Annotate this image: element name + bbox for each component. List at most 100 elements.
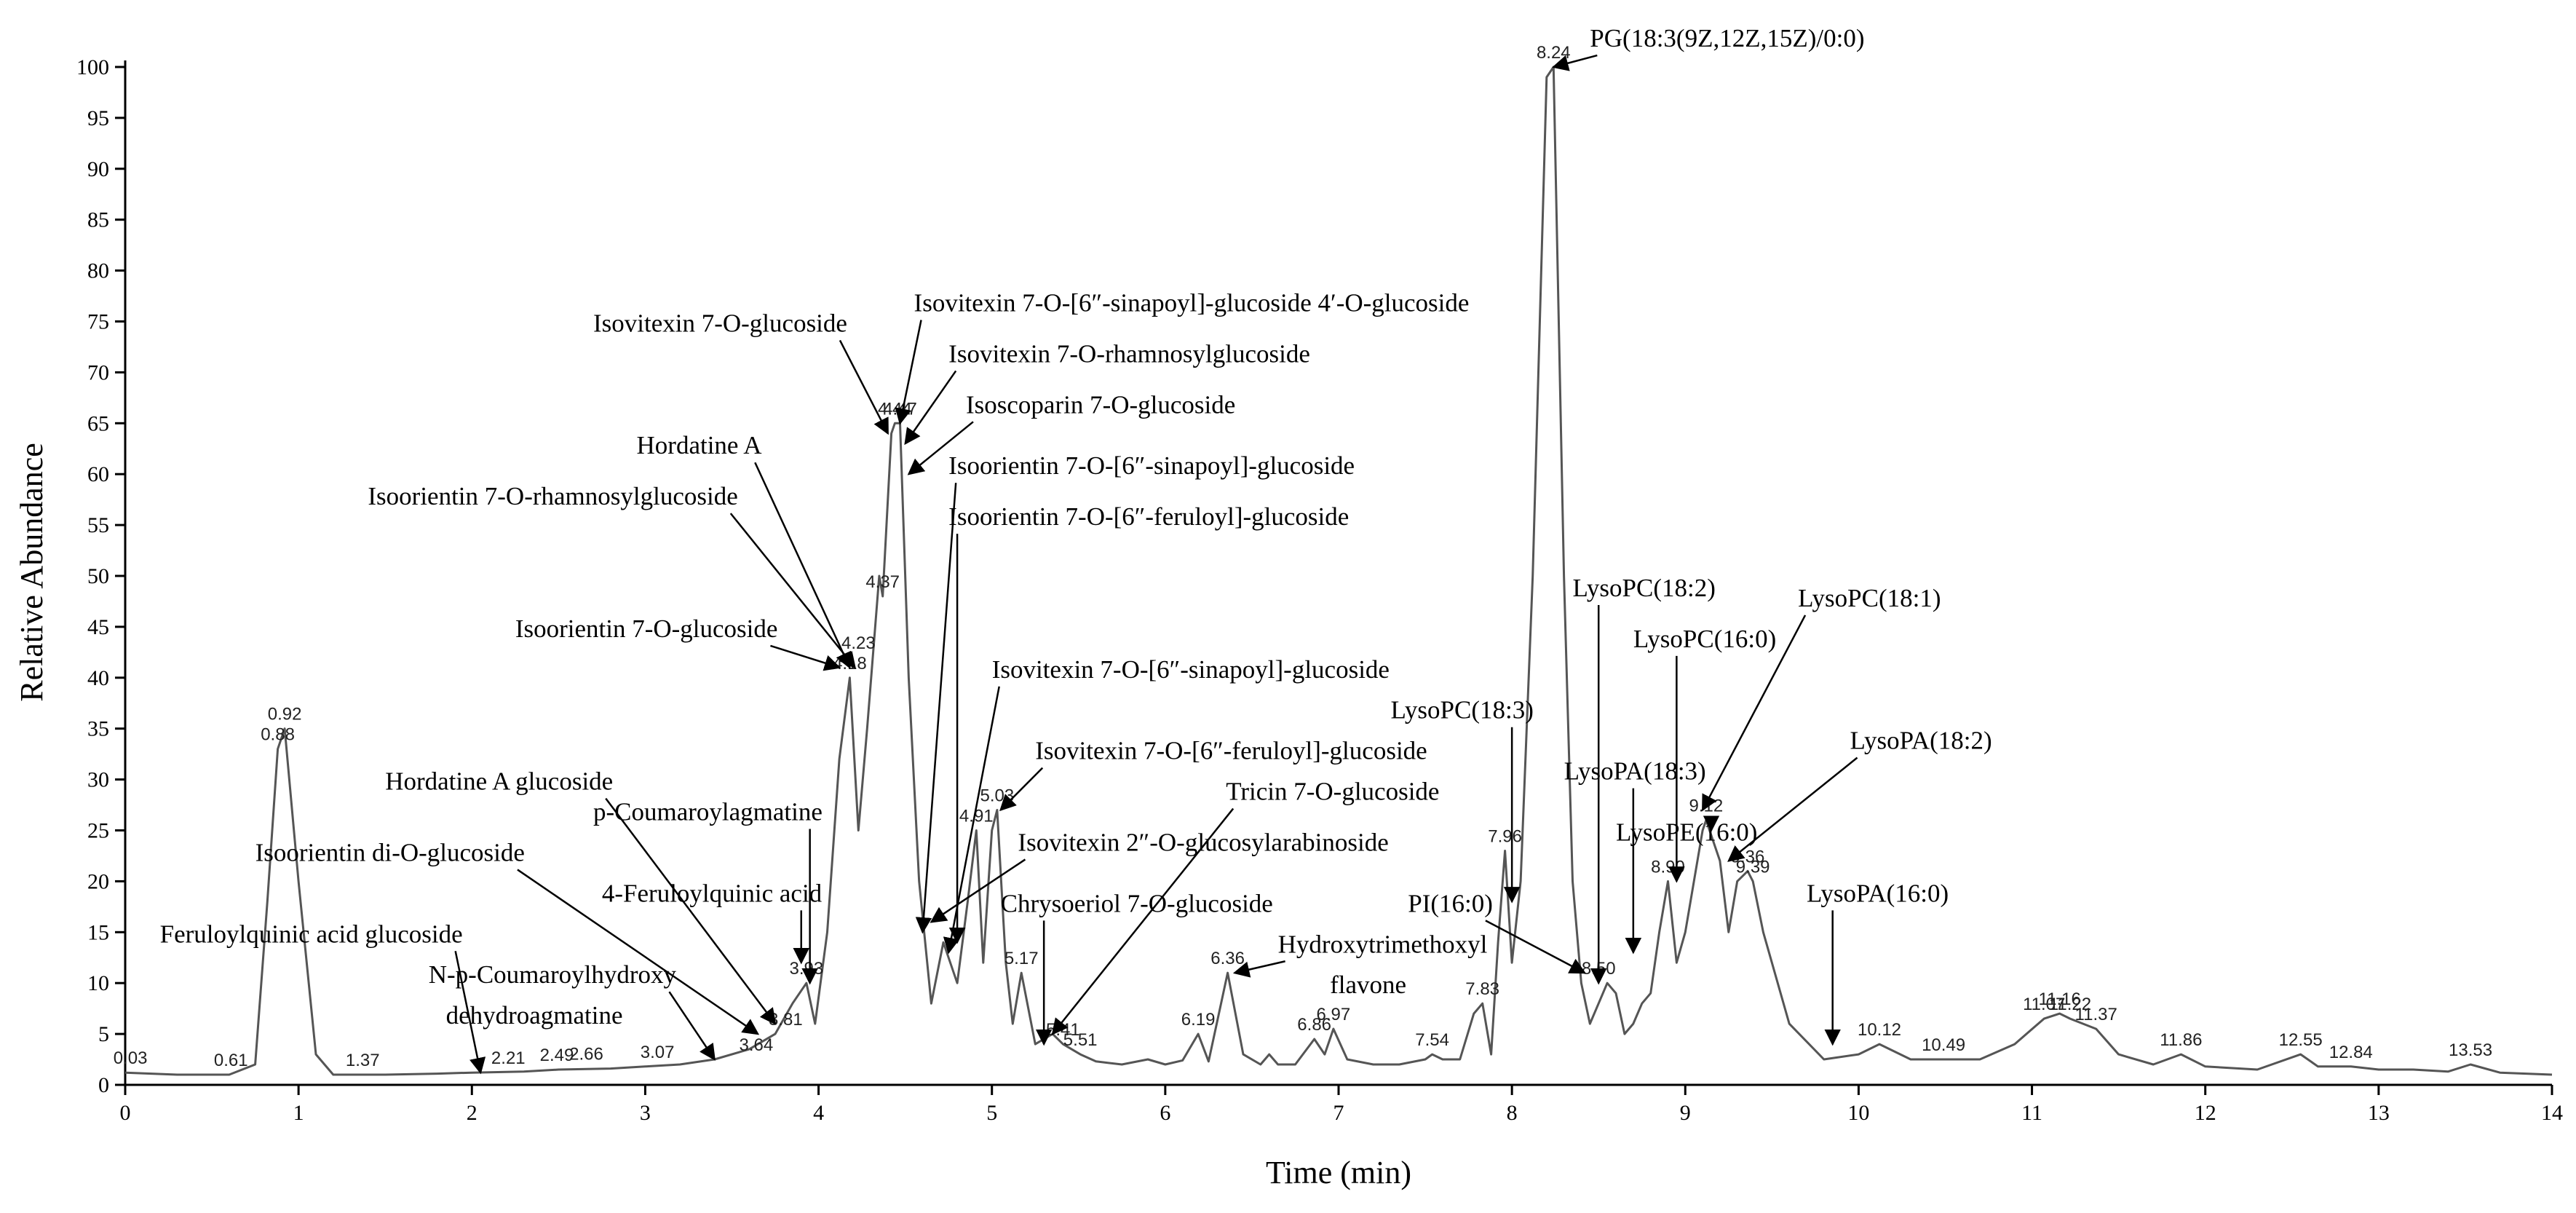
x-tick-label: 5 bbox=[986, 1101, 997, 1125]
annotation-arrow bbox=[839, 339, 889, 435]
annotation-arrow bbox=[999, 767, 1044, 812]
compound-annotation: Feruloylquinic acid glucoside bbox=[160, 920, 463, 948]
compound-annotation: LysoPC(18:1) bbox=[1798, 584, 1941, 612]
peak-label: 9.39 bbox=[1736, 857, 1770, 877]
peak-label: 8.90 bbox=[1651, 857, 1685, 877]
y-ticks: 0 5 10 15 20 25 30 35 40 45 50 55 60 65 70 75 80 85 90 95 10… bbox=[76, 55, 125, 1097]
y-tick-label: 25 bbox=[87, 819, 109, 843]
x-tick-label: 0 bbox=[120, 1101, 131, 1125]
annotation-arrow bbox=[895, 320, 922, 425]
y-tick-label: 55 bbox=[87, 513, 109, 537]
x-tick-label: 10 bbox=[1847, 1101, 1869, 1125]
compound-annotation: Isoorientin di-O-glucoside bbox=[255, 838, 525, 866]
compound-annotation: Hordatine A bbox=[637, 431, 763, 459]
peak-label: 7.54 bbox=[1415, 1030, 1449, 1050]
annotation-arrow bbox=[907, 421, 974, 475]
x-tick-label: 4 bbox=[813, 1101, 824, 1125]
x-tick-label: 12 bbox=[2195, 1101, 2216, 1125]
annotation-arrow bbox=[1485, 920, 1587, 974]
compound-annotation: LysoPE(16:0) bbox=[1616, 818, 1757, 846]
y-tick-label: 15 bbox=[87, 920, 109, 944]
peak-label: 10.12 bbox=[1858, 1020, 1901, 1040]
compound-annotation: Hordatine A glucoside bbox=[385, 767, 613, 796]
y-tick-label: 70 bbox=[87, 360, 109, 384]
y-tick-label: 75 bbox=[87, 310, 109, 334]
peak-label: 11.86 bbox=[2160, 1030, 2202, 1050]
compound-annotation: LysoPA(16:0) bbox=[1807, 879, 1949, 907]
peak-label: 7.83 bbox=[1465, 979, 1499, 999]
x-axis-label: Time (min) bbox=[1266, 1155, 1411, 1190]
y-tick-label: 5 bbox=[98, 1022, 109, 1046]
compound-annotation: dehydroagmatine bbox=[446, 1001, 623, 1030]
peak-label: 1.37 bbox=[346, 1051, 380, 1070]
compound-annotation: 4-Feruloylquinic acid bbox=[602, 879, 823, 907]
peak-label: 6.36 bbox=[1210, 949, 1245, 968]
compound-annotation: PG(18:3(9Z,12Z,15Z)/0:0) bbox=[1590, 24, 1864, 52]
compound-annotation: p-Coumaroylagmatine bbox=[593, 798, 823, 826]
peak-label: 4.47 bbox=[883, 399, 917, 419]
compound-annotation: Isovitexin 7-O-[6″-sinapoyl]-glucoside bbox=[992, 655, 1390, 684]
x-tick-label: 8 bbox=[1507, 1101, 1518, 1125]
compound-annotation: Chrysoeriol 7-O-glucoside bbox=[1001, 889, 1273, 917]
peak-label: 4.37 bbox=[865, 572, 900, 592]
peak-label: 0.92 bbox=[268, 705, 302, 724]
peak-label: 10.49 bbox=[1922, 1035, 1965, 1055]
y-tick-label: 60 bbox=[87, 462, 109, 486]
y-tick-label: 10 bbox=[87, 971, 109, 995]
y-tick-label: 65 bbox=[87, 411, 109, 435]
compound-annotation: Hydroxytrimethoxyl bbox=[1278, 930, 1488, 958]
peak-label: 3.81 bbox=[769, 1010, 803, 1030]
peak-label: 11.16 bbox=[2039, 989, 2081, 1009]
compound-annotation: Tricin 7-O-glucoside bbox=[1226, 778, 1439, 806]
x-tick-label: 13 bbox=[2368, 1101, 2390, 1125]
peak-label: 11.37 bbox=[2075, 1005, 2117, 1024]
annotation-arrow bbox=[454, 951, 486, 1075]
chromatogram-line bbox=[124, 66, 2553, 1076]
peak-label: 2.66 bbox=[569, 1045, 603, 1064]
annotation-arrow bbox=[915, 483, 957, 934]
compound-annotation: Isoscoparin 7-O-glucoside bbox=[966, 390, 1235, 419]
x-tick-label: 6 bbox=[1160, 1101, 1170, 1125]
annotation-arrow bbox=[1727, 756, 1858, 862]
annotation-arrow bbox=[1552, 54, 1598, 71]
compound-annotation: LysoPA(18:2) bbox=[1850, 727, 1992, 755]
x-ticks: 0 1 2 3 4 5 6 7 8 9 10 11 12 13 14 bbox=[120, 1085, 2563, 1125]
peak-label: 4.23 bbox=[841, 633, 876, 653]
compound-annotation: Isovitexin 7-O-glucoside bbox=[593, 309, 847, 337]
annotation-arrow bbox=[770, 644, 841, 671]
annotations: PG(18:3(9Z,12Z,15Z)/0:0) Isovitexin 7-O-[… bbox=[160, 24, 1992, 1075]
annotation-arrow bbox=[668, 991, 716, 1061]
peak-labels: 0.03 0.61 0.880.92 1.37 2.21 2.492.66 3.07 3.64… bbox=[114, 43, 2492, 1070]
peak-label: 4.18 bbox=[833, 654, 867, 673]
annotation-arrow bbox=[754, 462, 852, 669]
compound-annotation: flavone bbox=[1330, 971, 1406, 999]
x-tick-label: 11 bbox=[2021, 1101, 2042, 1125]
peak-label: 2.49 bbox=[540, 1046, 574, 1065]
peak-label: 5.17 bbox=[1004, 949, 1039, 968]
compound-annotation: Isoorientin 7-O-[6″-sinapoyl]-glucoside bbox=[948, 451, 1355, 480]
y-tick-label: 30 bbox=[87, 768, 109, 792]
peak-label: 3.64 bbox=[739, 1035, 773, 1055]
x-tick-label: 14 bbox=[2541, 1101, 2563, 1125]
annotation-arrow bbox=[729, 513, 856, 669]
peak-label: 12.84 bbox=[2329, 1043, 2373, 1062]
compound-annotation: PI(16:0) bbox=[1408, 889, 1493, 917]
compound-annotation: LysoPC(16:0) bbox=[1633, 625, 1776, 653]
x-tick-label: 7 bbox=[1333, 1101, 1344, 1125]
y-tick-label: 80 bbox=[87, 259, 109, 283]
peak-label: 6.19 bbox=[1181, 1010, 1216, 1030]
y-axis-label: Relative Abundance bbox=[14, 443, 49, 702]
compound-annotation: N-p-Coumaroylhydroxy bbox=[429, 960, 677, 989]
y-tick-label: 85 bbox=[87, 208, 109, 232]
y-tick-label: 45 bbox=[87, 615, 109, 639]
y-tick-label: 35 bbox=[87, 717, 109, 741]
peak-label: 5.51 bbox=[1063, 1030, 1098, 1050]
compound-annotation: LysoPC(18:3) bbox=[1390, 696, 1533, 724]
peak-label: 9.12 bbox=[1689, 797, 1724, 816]
compound-annotation: Isovitexin 7-O-[6″-feruloyl]-glucoside bbox=[1035, 737, 1427, 765]
y-tick-label: 100 bbox=[76, 55, 109, 79]
annotation-arrow bbox=[517, 869, 760, 1035]
x-tick-label: 1 bbox=[293, 1101, 304, 1125]
compound-annotation: Isovitexin 2″-O-glucosylarabinoside bbox=[1018, 828, 1388, 856]
